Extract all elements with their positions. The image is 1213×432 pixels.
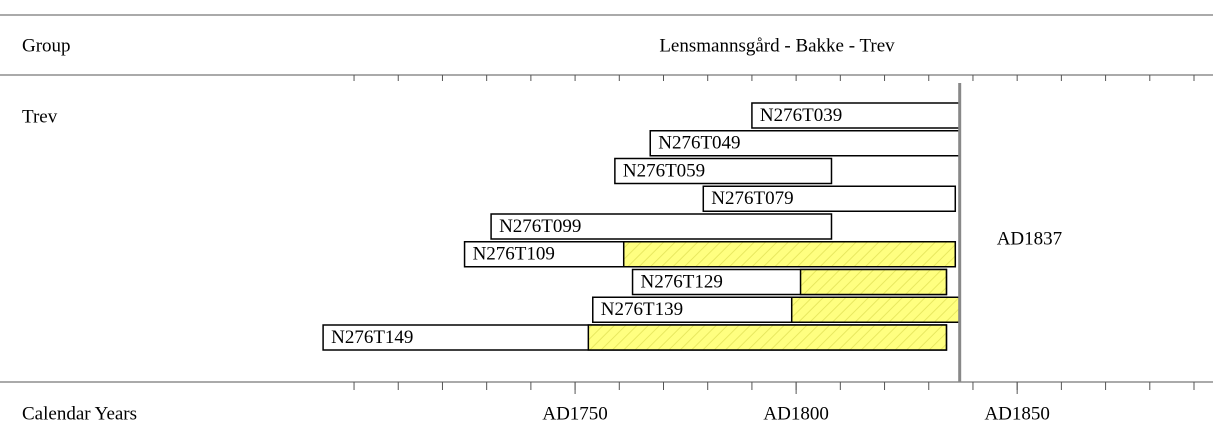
- sapwood-bar: [790, 296, 961, 323]
- sample-label: N276T129: [641, 271, 723, 292]
- sample-label: N276T079: [711, 188, 793, 209]
- sample-label: N276T109: [473, 244, 555, 265]
- sample-bar: [490, 213, 833, 240]
- x-tick-label: AD1850: [984, 403, 1049, 424]
- sample-label: N276T149: [331, 327, 413, 348]
- sapwood-bar: [587, 324, 948, 351]
- sample-bar: [702, 185, 957, 212]
- x-tick-label: AD1800: [763, 403, 828, 424]
- sapwood-bar: [622, 241, 957, 268]
- sample-label: N276T049: [658, 133, 740, 154]
- sample-bar: [649, 130, 961, 157]
- x-tick-label: AD1750: [542, 403, 607, 424]
- group-label: Trev: [22, 106, 58, 127]
- sample-label: N276T139: [601, 299, 683, 320]
- sample-label: N276T039: [760, 105, 842, 126]
- sapwood-bar: [799, 268, 948, 296]
- x-axis-label: Calendar Years: [22, 403, 137, 424]
- felling-label: AD1837: [997, 228, 1062, 249]
- sample-label: N276T059: [623, 160, 705, 181]
- sample-label: N276T099: [499, 216, 581, 237]
- group-header: Group: [22, 35, 71, 56]
- sample-bar: [614, 157, 833, 185]
- chart-title: Lensmannsgård - Bakke - Trev: [659, 35, 895, 56]
